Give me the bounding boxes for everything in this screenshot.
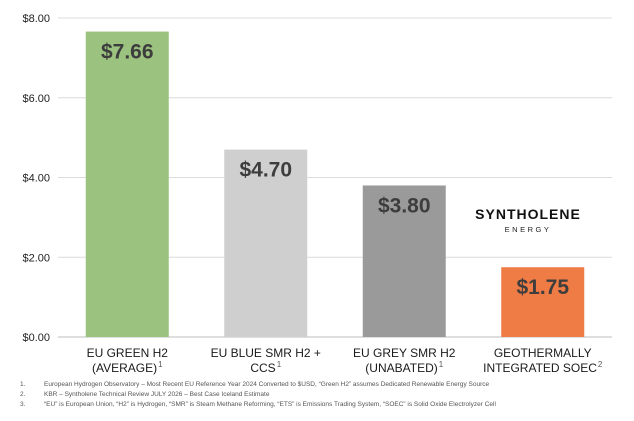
y-tick-label: $8.00 [22, 13, 50, 25]
bar-chart: $0.00 $2.00 $4.00 $6.00 $8.00 $7.66 $4.70 $3.8… [22, 13, 612, 375]
footnote-number: 1. [20, 381, 26, 388]
category-label-line2: CCS1 [250, 360, 281, 375]
y-tick-label: $2.00 [22, 252, 50, 264]
category-label-line2: (UNABATED)1 [365, 360, 443, 375]
footnote-text: KBR – Syntholene Technical Review JULY 2… [44, 391, 270, 398]
category-label-line1: EU GREY SMR H2 [353, 346, 456, 360]
bar-value-label: $3.80 [378, 194, 431, 217]
footnote-number: 3. [20, 401, 26, 408]
category-label-line2: (AVERAGE)1 [92, 360, 163, 375]
footnote-ref: 1 [158, 360, 163, 369]
footnote-2: 2. KBR – Syntholene Technical Review JUL… [0, 390, 634, 400]
bar [85, 31, 169, 338]
y-tick-label: $0.00 [22, 332, 50, 344]
bar [224, 149, 308, 337]
footnote-ref: 2 [598, 360, 603, 369]
footnote-text: “EU” is European Union, “H2” is Hydrogen… [44, 401, 496, 408]
brand-tagline: ENERGY [505, 225, 552, 234]
y-axis-ticks: $0.00 $2.00 $4.00 $6.00 $8.00 [22, 13, 50, 344]
y-tick-label: $4.00 [22, 173, 50, 185]
category-label-line2: INTEGRATED SOEC2 [483, 360, 603, 375]
bar-value-label: $7.66 [101, 41, 154, 64]
x-axis-categories: EU GREEN H2(AVERAGE)1 EU BLUE SMR H2 +CCS… [87, 346, 603, 375]
bars [85, 31, 585, 338]
data-labels: $7.66 $4.70 $3.80 $1.75 [101, 41, 569, 300]
category-label-line1: EU GREEN H2 [87, 346, 169, 360]
footnote-number: 2. [20, 391, 26, 398]
category-label-line1: EU BLUE SMR H2 + [211, 346, 321, 360]
footnote-ref: 1 [277, 360, 282, 369]
category-label-line1: GEOTHERMALLY [494, 346, 592, 360]
footnote-ref: 1 [439, 360, 444, 369]
bar [362, 185, 446, 337]
brand-logo: SYNTHOLENE ENERGY [475, 206, 581, 234]
y-tick-label: $6.00 [22, 93, 50, 105]
bar [501, 267, 585, 337]
brand-name: SYNTHOLENE [475, 206, 581, 222]
bar-value-label: $4.70 [239, 159, 292, 182]
footnote-1: 1. European Hydrogen Observatory – Most … [0, 380, 634, 390]
bar-value-label: $1.75 [516, 276, 569, 299]
footnote-3: 3. “EU” is European Union, “H2” is Hydro… [0, 400, 634, 410]
footnote-text: European Hydrogen Observatory – Most Rec… [44, 381, 490, 388]
